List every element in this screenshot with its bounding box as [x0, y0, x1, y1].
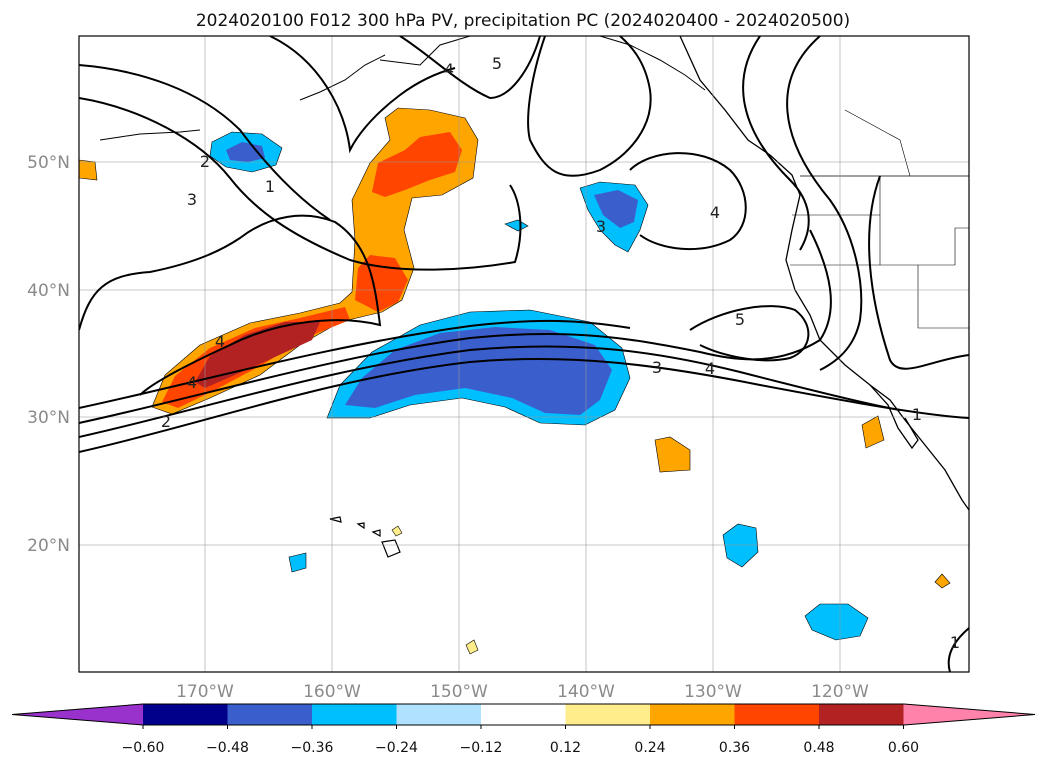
positive-band-core-mid — [355, 255, 408, 312]
map-frame — [78, 35, 970, 673]
pv-contour-southern-3 — [79, 229, 832, 424]
pv-contours — [79, 36, 969, 672]
colorbar-outline — [11, 703, 1036, 726]
lat-tick-label: 20°N — [27, 536, 70, 556]
contour-label: 3 — [187, 190, 197, 209]
pv-contour-east-arc-1 — [742, 36, 810, 251]
pv-contour-east-loop — [629, 152, 747, 251]
colorbar-extend-low — [12, 704, 143, 725]
state-borders — [790, 109, 969, 329]
lon-tick-label: 130°W — [684, 682, 742, 702]
colorbar-tick-label: −0.48 — [206, 740, 249, 756]
negative-blob-nw-core — [226, 142, 265, 162]
colorbar-tick-label: −0.60 — [122, 740, 165, 756]
contour-label: 4 — [710, 203, 720, 222]
positive-blob-small-6 — [391, 525, 403, 537]
contour-label: 5 — [492, 54, 502, 73]
colorbar-tick-label: 0.48 — [803, 740, 834, 756]
colorbar-tick-label: −0.36 — [291, 740, 334, 756]
lat-tick-label: 40°N — [27, 281, 70, 301]
precip-shading — [79, 107, 951, 655]
lon-tick-label: 150°W — [430, 682, 488, 702]
positive-blob-small-3 — [934, 573, 951, 589]
colorbar-swatch — [565, 704, 651, 725]
hawaii-islands — [329, 516, 401, 558]
negative-blob-small-1 — [504, 219, 529, 232]
colorbar-tick-label: 0.24 — [634, 740, 665, 756]
negative-blob-central-core — [345, 327, 612, 415]
colorbar-swatch — [312, 704, 397, 725]
contour-label: 1 — [950, 633, 960, 652]
lon-tick-label: 120°W — [811, 682, 869, 702]
colorbar-swatch — [819, 704, 904, 725]
north-america-coast — [679, 36, 969, 511]
colorbar-tick-label: 0.12 — [550, 740, 581, 756]
lat-tick-label: 50°N — [27, 153, 70, 173]
colorbar-swatch — [734, 704, 820, 725]
alaska-coast — [379, 36, 706, 91]
positive-band-max — [195, 322, 320, 388]
colorbar-swatch — [650, 704, 735, 725]
contour-label: 4 — [215, 332, 225, 351]
contour-label: 1 — [265, 177, 275, 196]
contour-label: 1 — [912, 405, 922, 424]
colorbar: −0.60 −0.48 −0.36 −0.24 −0.12 0.12 0.24 0.36 0.4… — [11, 703, 1036, 756]
aleutian-islands — [99, 54, 386, 141]
negative-blob-small-2 — [722, 523, 759, 568]
contour-label: 2 — [200, 152, 210, 171]
contour-label: 4 — [187, 373, 197, 392]
figure-title: 2024020100 F012 300 hPa PV, precipitatio… — [196, 11, 850, 31]
pv-contour-se-corner — [947, 627, 969, 672]
negative-blob-ne-core — [594, 190, 638, 228]
pv-contour-east-arc-3 — [868, 175, 969, 370]
pv-contour-nw-2 — [79, 97, 522, 271]
pv-contour-north-1 — [269, 36, 456, 154]
colorbar-extend-high — [903, 704, 1035, 725]
positive-blob-small-5 — [465, 639, 479, 655]
pv-contour-east-arc-2 — [786, 36, 863, 371]
contour-label: 2 — [161, 412, 171, 431]
colorbar-swatch — [396, 704, 482, 725]
pv-contour-southern-1 — [79, 357, 969, 453]
contour-label-group: 5 4 2 1 3 3 4 5 4 2 3 4 1 1 4 — [161, 54, 960, 652]
positive-blob-small-2 — [861, 415, 885, 449]
lon-tick-label: 170°W — [176, 682, 234, 702]
baja-peninsula — [869, 384, 919, 450]
pv-contour-west-loop — [79, 214, 382, 396]
lat-tick-labels: 50°N 40°N 30°N 20°N — [27, 153, 70, 556]
colorbar-tick-label: −0.12 — [460, 740, 503, 756]
colorbar-tick-label: 0.36 — [719, 740, 750, 756]
lon-tick-label: 160°W — [303, 682, 361, 702]
colorbar-tick-label: 0.60 — [888, 740, 919, 756]
pv-contour-central-ridge — [527, 36, 652, 177]
negative-blob-small-3 — [804, 603, 869, 641]
colorbar-swatch — [481, 704, 566, 725]
contour-label: 4 — [705, 359, 715, 378]
colorbar-swatch — [227, 704, 313, 725]
negative-blob-small-4 — [288, 552, 307, 573]
positive-blob-small-1 — [654, 436, 691, 473]
positive-blob-small-4 — [79, 159, 98, 181]
pv-contour-southern-2 — [79, 345, 901, 438]
lat-tick-label: 30°N — [27, 408, 70, 428]
colorbar-swatch — [143, 704, 228, 725]
contour-label: 4 — [444, 60, 454, 79]
contour-label: 3 — [652, 358, 662, 377]
map-panel: 5 4 2 1 3 3 4 5 4 2 3 4 1 1 4 — [78, 35, 970, 673]
pv-contour-nw-1 — [79, 64, 331, 221]
positive-band-core-north — [372, 132, 462, 197]
contour-label: 3 — [596, 217, 606, 236]
pv-contour-coast-loop — [689, 305, 810, 362]
contour-label: 5 — [735, 310, 745, 329]
lon-tick-label: 140°W — [557, 682, 615, 702]
coastlines — [99, 36, 969, 558]
pv-contour-southern-4 — [79, 319, 631, 409]
colorbar-tick-label: −0.24 — [375, 740, 418, 756]
pv-contour-north-2 — [399, 36, 541, 100]
lon-tick-labels: 170°W 160°W 150°W 140°W 130°W 120°W — [176, 682, 869, 702]
